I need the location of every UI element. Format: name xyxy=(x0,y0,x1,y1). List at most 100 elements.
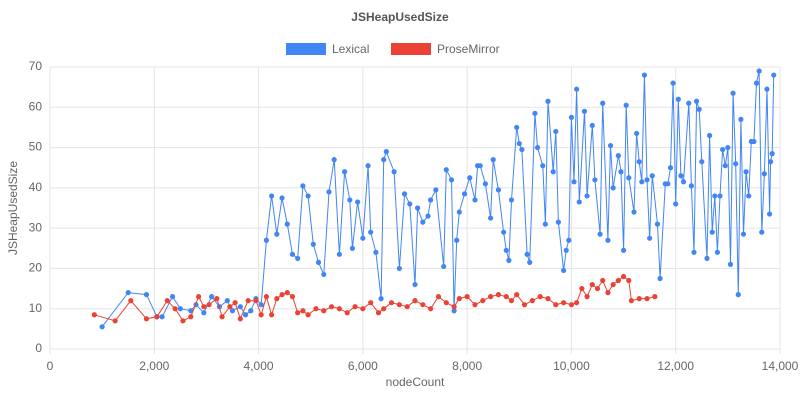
data-point xyxy=(678,173,684,179)
data-point xyxy=(177,306,183,312)
data-point xyxy=(404,304,410,310)
data-point xyxy=(128,298,134,304)
data-point xyxy=(448,177,455,183)
x-tick-label: 0 xyxy=(47,359,54,373)
data-point xyxy=(707,132,713,139)
data-point xyxy=(589,122,595,129)
data-point xyxy=(717,193,723,199)
data-point xyxy=(738,116,744,122)
data-point xyxy=(722,163,728,169)
data-point xyxy=(172,306,178,312)
data-point xyxy=(482,181,488,187)
data-point xyxy=(342,169,348,175)
data-point xyxy=(310,241,316,247)
data-point xyxy=(336,306,342,312)
data-point xyxy=(768,159,774,165)
data-point xyxy=(164,298,170,304)
data-point xyxy=(396,265,402,272)
data-point xyxy=(201,304,207,310)
data-point xyxy=(712,193,718,199)
data-point xyxy=(597,231,603,237)
data-point xyxy=(284,221,290,227)
data-point xyxy=(360,235,366,241)
series-line xyxy=(94,275,656,322)
data-point xyxy=(300,183,306,189)
x-tick-label: 4,000 xyxy=(244,359,274,373)
data-point xyxy=(188,314,194,320)
data-point xyxy=(454,237,460,243)
data-point xyxy=(691,249,697,255)
data-point xyxy=(620,247,627,253)
data-point xyxy=(224,298,230,304)
legend-label: ProseMirror xyxy=(437,42,500,56)
data-point xyxy=(761,171,767,177)
data-point xyxy=(628,298,634,304)
data-point xyxy=(295,255,301,261)
data-point xyxy=(401,191,408,197)
data-point xyxy=(740,231,747,237)
data-point xyxy=(279,195,285,201)
data-point xyxy=(472,302,478,308)
data-point xyxy=(600,277,606,284)
data-point xyxy=(99,324,105,330)
data-point xyxy=(537,294,543,300)
data-point xyxy=(735,292,741,298)
data-point xyxy=(464,294,470,300)
data-point xyxy=(237,316,243,322)
data-point xyxy=(626,277,632,284)
data-point xyxy=(756,68,762,74)
data-point xyxy=(686,100,692,106)
data-point xyxy=(378,296,384,302)
legend-swatch xyxy=(391,43,431,55)
data-point xyxy=(360,306,366,312)
data-point xyxy=(589,281,595,288)
data-point xyxy=(555,219,561,225)
y-tick-label: 10 xyxy=(29,301,43,315)
data-point xyxy=(352,304,358,310)
data-point xyxy=(300,308,306,314)
data-point xyxy=(751,138,757,145)
data-point xyxy=(381,306,387,312)
data-point xyxy=(514,292,520,298)
data-point xyxy=(654,221,661,227)
data-point xyxy=(647,235,653,241)
data-point xyxy=(696,106,702,112)
data-point xyxy=(258,312,264,318)
data-point xyxy=(615,153,621,159)
data-point xyxy=(636,296,642,302)
data-point xyxy=(534,144,541,151)
data-point xyxy=(566,237,572,243)
data-point xyxy=(412,298,418,304)
data-point xyxy=(219,314,225,320)
y-tick-label: 50 xyxy=(29,140,43,154)
data-point xyxy=(295,310,301,316)
data-point xyxy=(381,157,387,163)
data-point xyxy=(607,142,614,149)
data-point xyxy=(506,257,512,263)
data-point xyxy=(274,296,280,302)
data-point xyxy=(680,179,687,185)
data-point xyxy=(746,193,752,199)
data-point xyxy=(725,144,731,151)
data-point xyxy=(644,296,650,302)
data-point xyxy=(242,312,249,318)
data-point xyxy=(154,314,160,320)
data-point xyxy=(527,259,533,265)
data-point xyxy=(714,249,721,255)
data-point xyxy=(420,219,426,225)
data-point xyxy=(368,300,374,306)
data-point xyxy=(425,213,431,219)
data-point xyxy=(407,201,413,207)
data-point xyxy=(516,140,522,147)
data-point xyxy=(649,173,655,179)
data-point xyxy=(764,86,770,92)
data-point xyxy=(245,298,251,304)
data-point xyxy=(373,249,379,255)
data-point xyxy=(699,159,705,165)
data-point xyxy=(561,267,567,274)
data-point xyxy=(657,275,663,282)
data-point xyxy=(545,296,551,302)
data-point xyxy=(269,193,275,199)
data-point xyxy=(592,177,598,183)
